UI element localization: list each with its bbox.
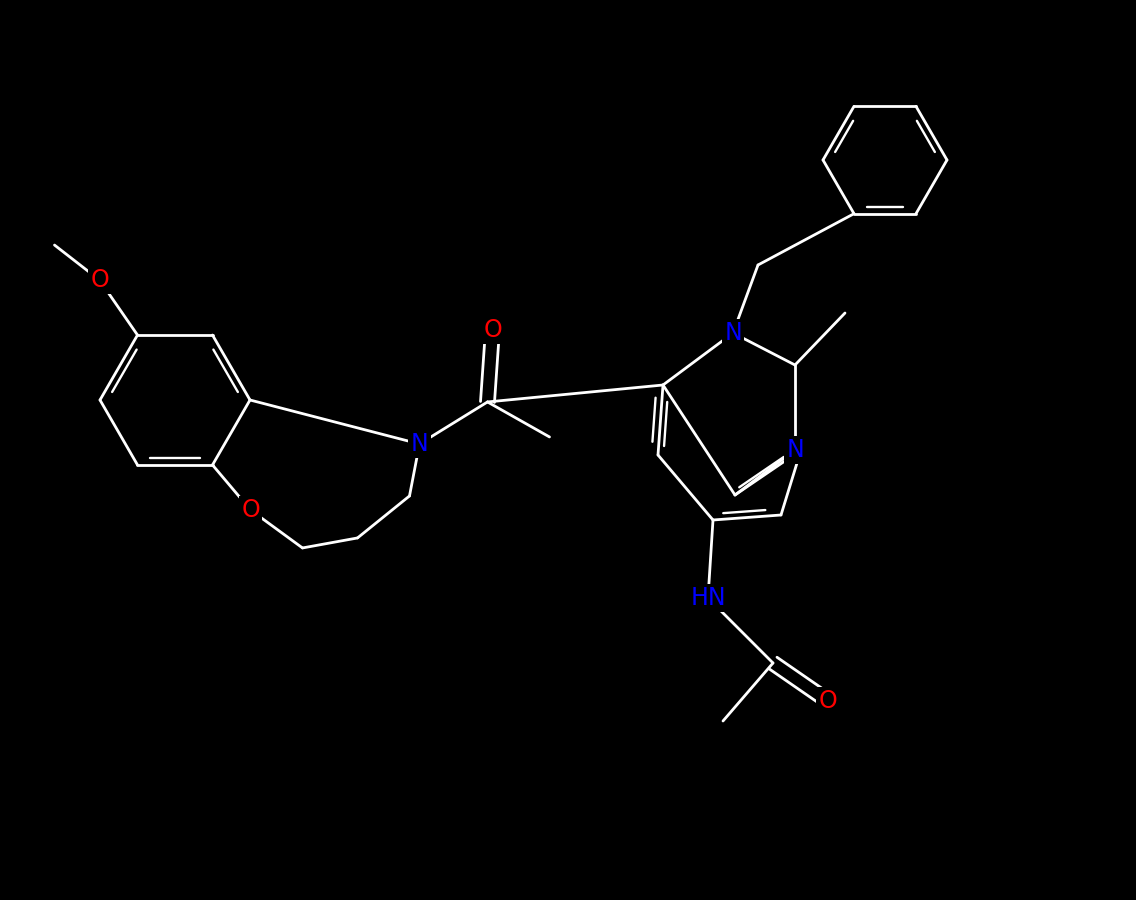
Text: O: O [819,689,837,713]
Text: O: O [483,318,502,342]
Text: N: N [410,432,428,456]
Text: HN: HN [691,586,726,610]
Text: O: O [241,498,260,522]
Text: N: N [724,321,742,345]
Text: O: O [90,268,109,292]
Text: N: N [786,438,804,462]
